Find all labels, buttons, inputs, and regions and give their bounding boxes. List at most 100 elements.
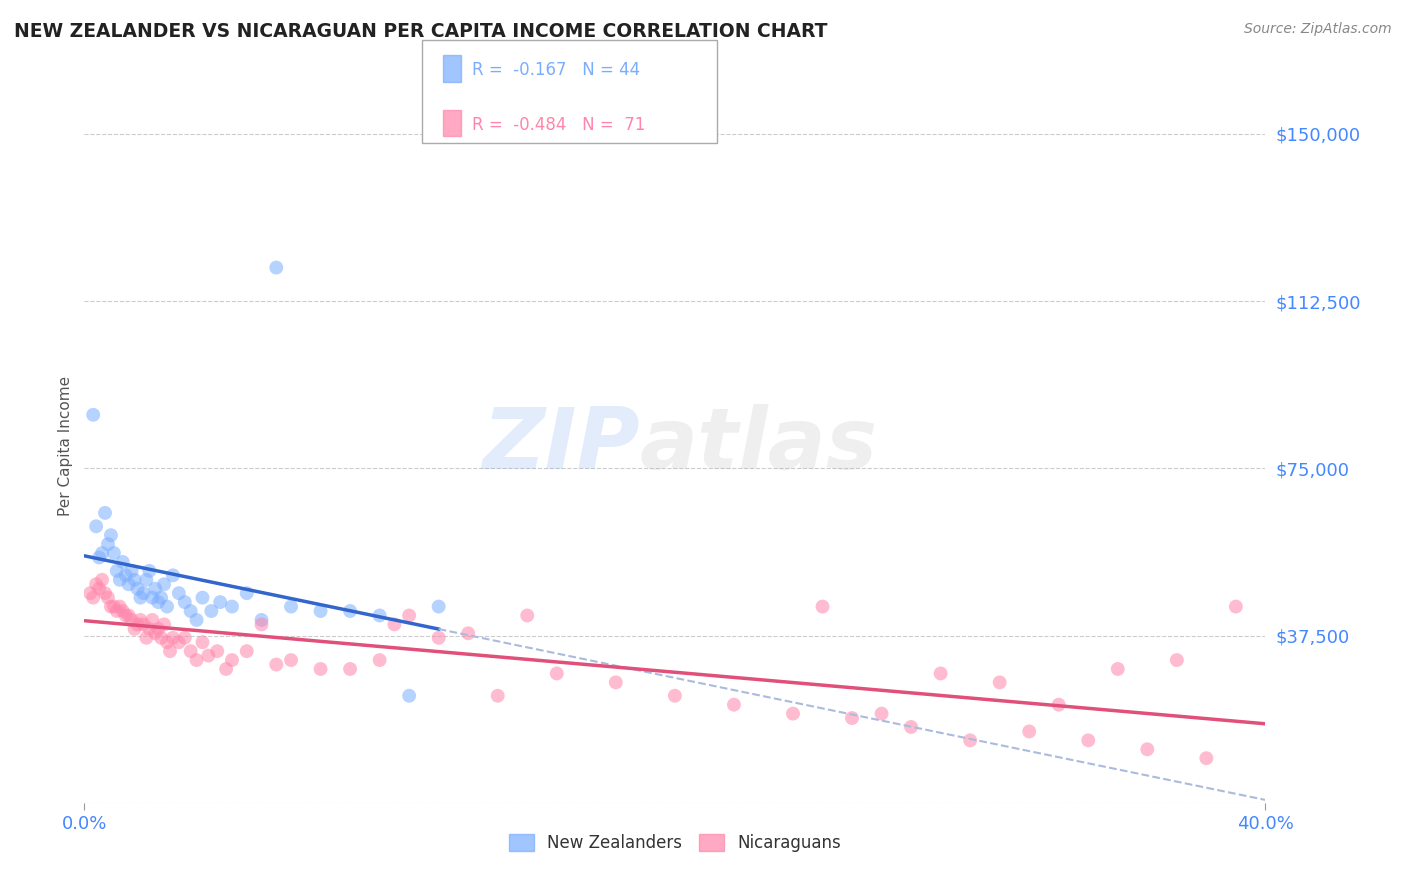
Point [124,573,146,587]
Point [103,546,125,560]
Point [108,599,131,614]
Point [250,613,273,627]
Point [97,537,120,551]
Point [91,573,114,587]
Point [266,657,288,672]
Y-axis label: Per Capita Income: Per Capita Income [58,376,73,516]
Point [135,631,157,645]
Point [141,591,163,605]
Point [339,662,361,676]
Point [103,599,125,614]
Point [398,608,420,623]
Point [150,591,173,605]
Point [121,613,143,627]
Point [135,573,157,587]
Point [167,635,190,649]
Point [111,555,134,569]
Point [900,720,922,734]
Point [221,653,243,667]
Point [173,631,195,645]
Point [127,582,149,596]
Point [1195,751,1218,765]
Point [124,622,146,636]
Point [516,608,538,623]
Point [114,608,136,623]
Point [1077,733,1099,747]
Point [191,591,214,605]
Point [1225,599,1247,614]
Point [94,586,117,600]
Point [121,564,143,578]
Point [100,599,122,614]
Text: ZIP: ZIP [482,404,640,488]
Point [129,591,152,605]
Point [111,604,134,618]
Point [664,689,686,703]
Point [200,604,222,618]
Point [427,631,450,645]
Point [156,599,179,614]
Point [84,519,107,533]
Point [236,586,259,600]
Point [156,635,179,649]
Point [1018,724,1040,739]
Point [84,577,107,591]
Point [138,622,160,636]
Point [1107,662,1129,676]
Point [605,675,627,690]
Point [870,706,893,721]
Point [132,617,155,632]
Point [87,582,111,596]
Point [148,595,170,609]
Point [191,635,214,649]
Point [398,689,420,703]
Point [173,595,195,609]
Point [988,675,1011,690]
Point [108,573,131,587]
Point [959,733,981,747]
Point [94,506,117,520]
Point [79,586,101,600]
Point [167,586,190,600]
Point [266,260,288,275]
Point [132,586,155,600]
Point [309,604,332,618]
Point [150,631,173,645]
Point [100,528,122,542]
Point [280,653,302,667]
Point [143,582,166,596]
Point [236,644,259,658]
Point [841,711,863,725]
Point [153,617,176,632]
Point [382,617,406,632]
Point [180,644,202,658]
Point [114,568,136,582]
Point [153,577,176,591]
Point [1136,742,1159,756]
Point [127,617,149,632]
Point [97,591,120,605]
Point [221,599,243,614]
Point [186,653,208,667]
Legend: New Zealanders, Nicaraguans: New Zealanders, Nicaraguans [502,827,848,859]
Point [143,626,166,640]
Point [91,546,114,560]
Point [782,706,804,721]
Point [427,599,450,614]
Text: Source: ZipAtlas.com: Source: ZipAtlas.com [1244,22,1392,37]
Point [1047,698,1070,712]
Text: atlas: atlas [640,404,877,488]
Point [118,577,141,591]
Point [929,666,952,681]
Point [250,617,273,632]
Point [105,604,128,618]
Point [486,689,509,703]
Point [811,599,834,614]
Point [368,653,391,667]
Point [368,608,391,623]
Point [197,648,219,663]
Point [546,666,568,681]
Point [87,550,111,565]
Point [82,591,104,605]
Point [309,662,332,676]
